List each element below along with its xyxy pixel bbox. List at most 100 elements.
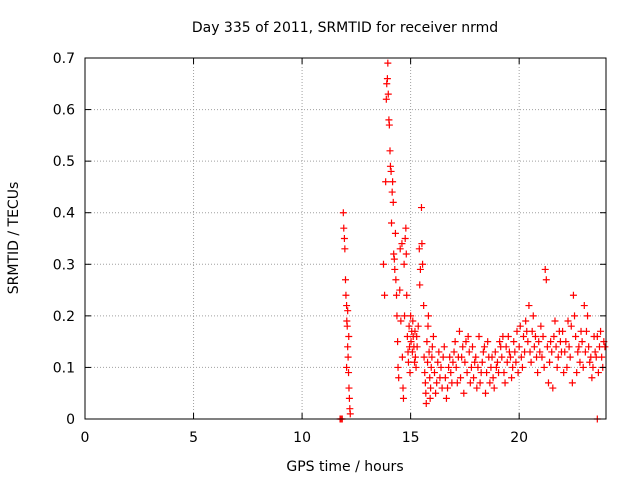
data-point: [392, 276, 400, 284]
data-point: [531, 332, 539, 340]
data-point: [450, 348, 458, 356]
data-point: [342, 276, 349, 284]
x-tick-label: 5: [189, 430, 198, 446]
data-point: [457, 374, 465, 382]
data-point: [403, 291, 411, 299]
data-point: [442, 394, 450, 402]
data-point: [455, 327, 463, 335]
data-point: [343, 363, 351, 371]
data-point: [401, 312, 409, 320]
data-point: [515, 343, 523, 351]
data-point: [434, 358, 442, 366]
data-point: [398, 240, 406, 248]
data-point: [496, 338, 504, 346]
data-points: [336, 59, 609, 423]
data-point: [382, 178, 390, 186]
data-point: [388, 188, 396, 196]
data-point: [452, 363, 460, 371]
data-point: [569, 291, 577, 299]
data-point: [407, 312, 415, 320]
data-point: [461, 358, 469, 366]
y-tick-label: 0.7: [53, 51, 75, 67]
data-point: [422, 400, 430, 408]
data-point: [427, 384, 435, 392]
data-point: [586, 358, 594, 366]
data-point: [549, 384, 557, 392]
data-point: [509, 363, 517, 371]
x-tick-label: 10: [293, 430, 311, 446]
data-point: [576, 358, 584, 366]
data-point: [396, 245, 404, 253]
data-point: [518, 363, 526, 371]
data-point: [503, 358, 511, 366]
data-point: [550, 332, 558, 340]
data-point: [402, 224, 410, 232]
data-point: [478, 358, 486, 366]
y-tick-label: 0.1: [53, 360, 75, 376]
data-point: [414, 322, 422, 330]
data-point: [340, 224, 348, 232]
data-point: [386, 162, 394, 170]
data-point: [571, 312, 579, 320]
data-point: [547, 338, 555, 346]
data-point: [419, 260, 427, 268]
y-tick-label: 0.5: [53, 154, 75, 170]
data-point: [562, 338, 570, 346]
data-point: [389, 178, 397, 186]
data-point: [446, 353, 454, 361]
data-point: [536, 348, 544, 356]
y-tick-label: 0.4: [53, 206, 75, 222]
data-point: [412, 363, 420, 371]
data-point: [480, 343, 488, 351]
y-tick-label: 0: [66, 412, 75, 428]
data-point: [424, 312, 432, 320]
data-point: [427, 363, 435, 371]
data-point: [426, 374, 434, 382]
data-point: [404, 358, 412, 366]
data-point: [437, 363, 445, 371]
data-point: [520, 332, 528, 340]
data-point: [517, 353, 525, 361]
data-point: [441, 374, 449, 382]
data-point: [462, 338, 470, 346]
data-point: [601, 343, 609, 351]
data-point: [471, 358, 479, 366]
data-point: [490, 384, 498, 392]
data-point: [415, 245, 423, 253]
data-point: [565, 343, 573, 351]
data-point: [521, 348, 529, 356]
data-point: [551, 317, 559, 325]
data-point: [513, 327, 521, 335]
data-point: [506, 353, 514, 361]
data-point: [422, 389, 430, 397]
data-point: [530, 343, 538, 351]
data-point: [575, 343, 583, 351]
data-point: [340, 235, 348, 242]
data-point: [479, 348, 487, 356]
data-point: [444, 384, 452, 392]
data-point: [339, 209, 347, 217]
data-point: [407, 338, 415, 346]
data-point: [433, 379, 441, 387]
data-point: [411, 353, 419, 361]
data-point: [484, 338, 492, 346]
data-point: [399, 384, 407, 392]
data-point: [428, 343, 436, 351]
data-point: [398, 353, 406, 361]
y-tick-label: 0.2: [53, 309, 75, 325]
data-point: [447, 369, 455, 377]
data-point: [416, 281, 424, 289]
data-point: [463, 369, 471, 377]
data-point: [567, 322, 575, 330]
data-point: [527, 358, 535, 366]
data-point: [345, 369, 353, 377]
data-point: [416, 265, 424, 273]
data-point: [557, 348, 565, 356]
data-point: [431, 369, 439, 377]
data-point: [409, 317, 417, 325]
data-point: [424, 358, 432, 366]
data-point: [426, 394, 434, 402]
data-point: [411, 327, 419, 335]
data-point: [394, 338, 402, 346]
